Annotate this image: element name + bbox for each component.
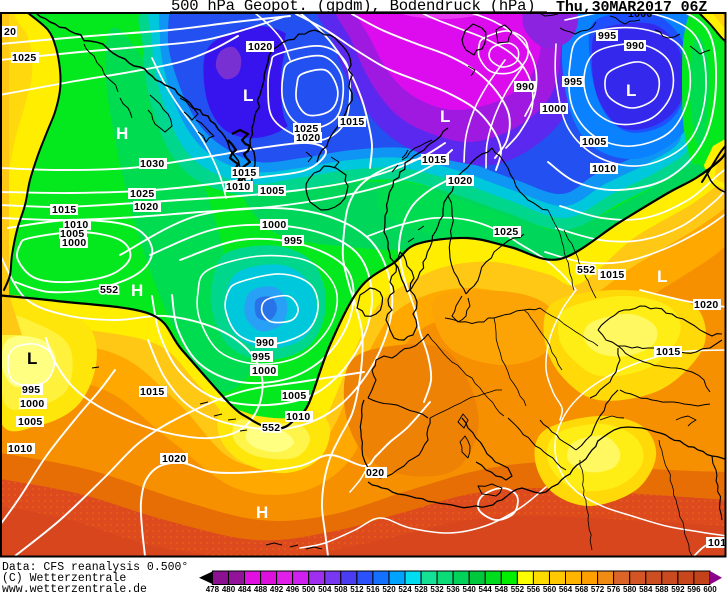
svg-text:995: 995 (564, 76, 582, 88)
svg-text:552: 552 (262, 422, 280, 434)
svg-text:552: 552 (100, 284, 118, 296)
svg-text:1010: 1010 (286, 411, 311, 423)
svg-text:1025: 1025 (130, 188, 155, 200)
svg-text:L: L (243, 86, 253, 105)
svg-text:1015: 1015 (52, 204, 77, 216)
svg-text:572: 572 (591, 585, 605, 593)
svg-text:560: 560 (543, 585, 557, 593)
svg-text:580: 580 (623, 585, 637, 593)
svg-text:990: 990 (516, 81, 534, 93)
svg-text:588: 588 (655, 585, 669, 593)
svg-text:1020: 1020 (162, 453, 187, 465)
svg-text:20: 20 (4, 26, 16, 38)
svg-text:1020: 1020 (296, 132, 321, 144)
svg-text:H: H (256, 503, 268, 522)
svg-text:516: 516 (366, 585, 380, 593)
svg-text:Thu,30MAR2017 06Z: Thu,30MAR2017 06Z (556, 0, 707, 16)
svg-text:540: 540 (463, 585, 477, 593)
svg-text:1015: 1015 (140, 386, 165, 398)
svg-text:492: 492 (270, 585, 284, 593)
svg-text:1010: 1010 (8, 443, 33, 455)
svg-text:592: 592 (671, 585, 685, 593)
svg-text:556: 556 (527, 585, 541, 593)
svg-text:532: 532 (430, 585, 444, 593)
svg-text:H: H (131, 281, 143, 300)
svg-text:1015: 1015 (656, 346, 681, 358)
svg-text:L: L (27, 349, 37, 368)
svg-text:Data: CFS reanalysis 0.500°: Data: CFS reanalysis 0.500° (2, 561, 188, 574)
svg-text:552: 552 (511, 585, 525, 593)
svg-text:500 hPa Geopot. (gpdm), Bodend: 500 hPa Geopot. (gpdm), Bodendruck (hPa) (171, 0, 535, 15)
svg-text:504: 504 (318, 585, 332, 593)
svg-text:1020: 1020 (134, 201, 159, 213)
svg-text:496: 496 (286, 585, 300, 593)
svg-text:101: 101 (708, 537, 726, 549)
svg-text:564: 564 (559, 585, 573, 593)
svg-text:1000: 1000 (628, 8, 653, 20)
svg-text:1000: 1000 (252, 365, 277, 377)
svg-text:1025: 1025 (12, 52, 37, 64)
svg-text:1025: 1025 (494, 226, 519, 238)
svg-text:990: 990 (256, 337, 274, 349)
svg-text:020: 020 (366, 467, 384, 479)
svg-text:568: 568 (575, 585, 589, 593)
svg-text:552: 552 (577, 264, 595, 276)
svg-text:995: 995 (284, 235, 302, 247)
svg-text:L: L (657, 267, 667, 286)
svg-text:1000: 1000 (542, 103, 567, 115)
svg-text:480: 480 (222, 585, 236, 593)
svg-text:500: 500 (302, 585, 316, 593)
svg-text:488: 488 (254, 585, 268, 593)
svg-text:995: 995 (22, 384, 40, 396)
svg-text:520: 520 (382, 585, 396, 593)
svg-text:584: 584 (639, 585, 653, 593)
svg-text:548: 548 (495, 585, 509, 593)
svg-text:990: 990 (626, 40, 644, 52)
svg-text:L: L (440, 107, 450, 126)
svg-text:1020: 1020 (448, 175, 473, 187)
svg-text:1000: 1000 (62, 237, 87, 249)
svg-text:1015: 1015 (232, 167, 257, 179)
svg-text:1020: 1020 (694, 299, 719, 311)
svg-text:524: 524 (398, 585, 412, 593)
svg-text:(C) Wetterzentrale: (C) Wetterzentrale (2, 572, 126, 585)
svg-text:1015: 1015 (422, 154, 447, 166)
svg-text:596: 596 (687, 585, 701, 593)
svg-text:478: 478 (206, 585, 220, 593)
svg-text:512: 512 (350, 585, 364, 593)
svg-text:1010: 1010 (226, 181, 251, 193)
svg-text:544: 544 (479, 585, 493, 593)
svg-text:1005: 1005 (260, 185, 285, 197)
svg-text:1020: 1020 (248, 41, 273, 53)
svg-text:H: H (116, 124, 128, 143)
svg-text:1000: 1000 (262, 219, 287, 231)
svg-text:1005: 1005 (282, 390, 307, 402)
svg-text:1005: 1005 (582, 136, 607, 148)
svg-text:L: L (626, 81, 636, 100)
svg-text:576: 576 (607, 585, 621, 593)
svg-text:1015: 1015 (600, 269, 625, 281)
svg-text:1000: 1000 (20, 398, 45, 410)
svg-text:1005: 1005 (18, 416, 43, 428)
svg-text:1015: 1015 (340, 116, 365, 128)
svg-text:508: 508 (334, 585, 348, 593)
svg-text:995: 995 (252, 351, 270, 363)
svg-text:484: 484 (238, 585, 252, 593)
svg-text:600: 600 (703, 585, 717, 593)
svg-text:536: 536 (446, 585, 460, 593)
svg-text:1030: 1030 (140, 158, 165, 170)
svg-text:995: 995 (598, 30, 616, 42)
svg-text:528: 528 (414, 585, 428, 593)
svg-text:www.wetterzentrale.de: www.wetterzentrale.de (2, 583, 147, 593)
svg-text:1010: 1010 (592, 163, 617, 175)
